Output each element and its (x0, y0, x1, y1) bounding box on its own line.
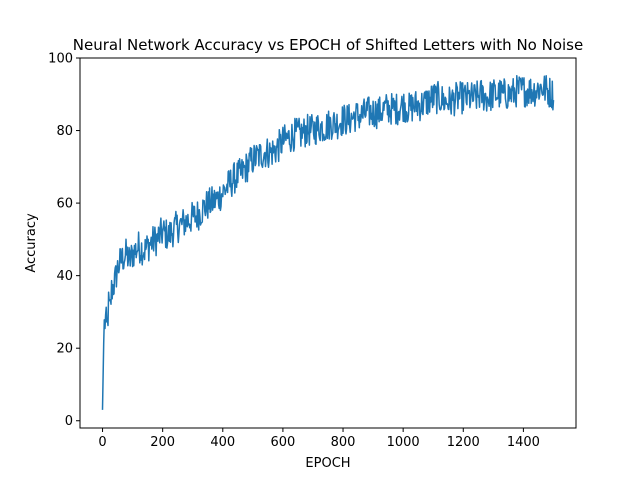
y-axis-label: Accuracy (24, 213, 39, 273)
y-axis: 0 20 40 60 80 100 (48, 52, 80, 429)
accuracy-series-line (101, 74, 555, 410)
x-tick-label: 1000 (387, 435, 420, 450)
y-tick-label: 80 (56, 124, 73, 139)
y-tick-label: 20 (56, 342, 73, 357)
x-tick-label: 600 (270, 435, 295, 450)
plot-frame (79, 57, 577, 429)
x-tick-label: 1200 (447, 435, 480, 450)
x-tick-label: 400 (210, 435, 235, 450)
y-tick-label: 40 (56, 269, 73, 284)
x-tick-label: 200 (150, 435, 175, 450)
y-tick-label: 100 (48, 52, 73, 67)
x-axis-label: EPOCH (305, 456, 350, 471)
y-tick-label: 60 (56, 197, 73, 212)
plot-area (101, 74, 555, 410)
x-tick-label: 800 (331, 435, 356, 450)
chart-title: Neural Network Accuracy vs EPOCH of Shif… (73, 36, 583, 54)
x-axis: 0 200 400 600 800 1000 1200 1400 (98, 428, 540, 450)
x-tick-label: 1400 (507, 435, 540, 450)
y-tick-label: 0 (65, 414, 73, 429)
x-tick-label: 0 (98, 435, 106, 450)
